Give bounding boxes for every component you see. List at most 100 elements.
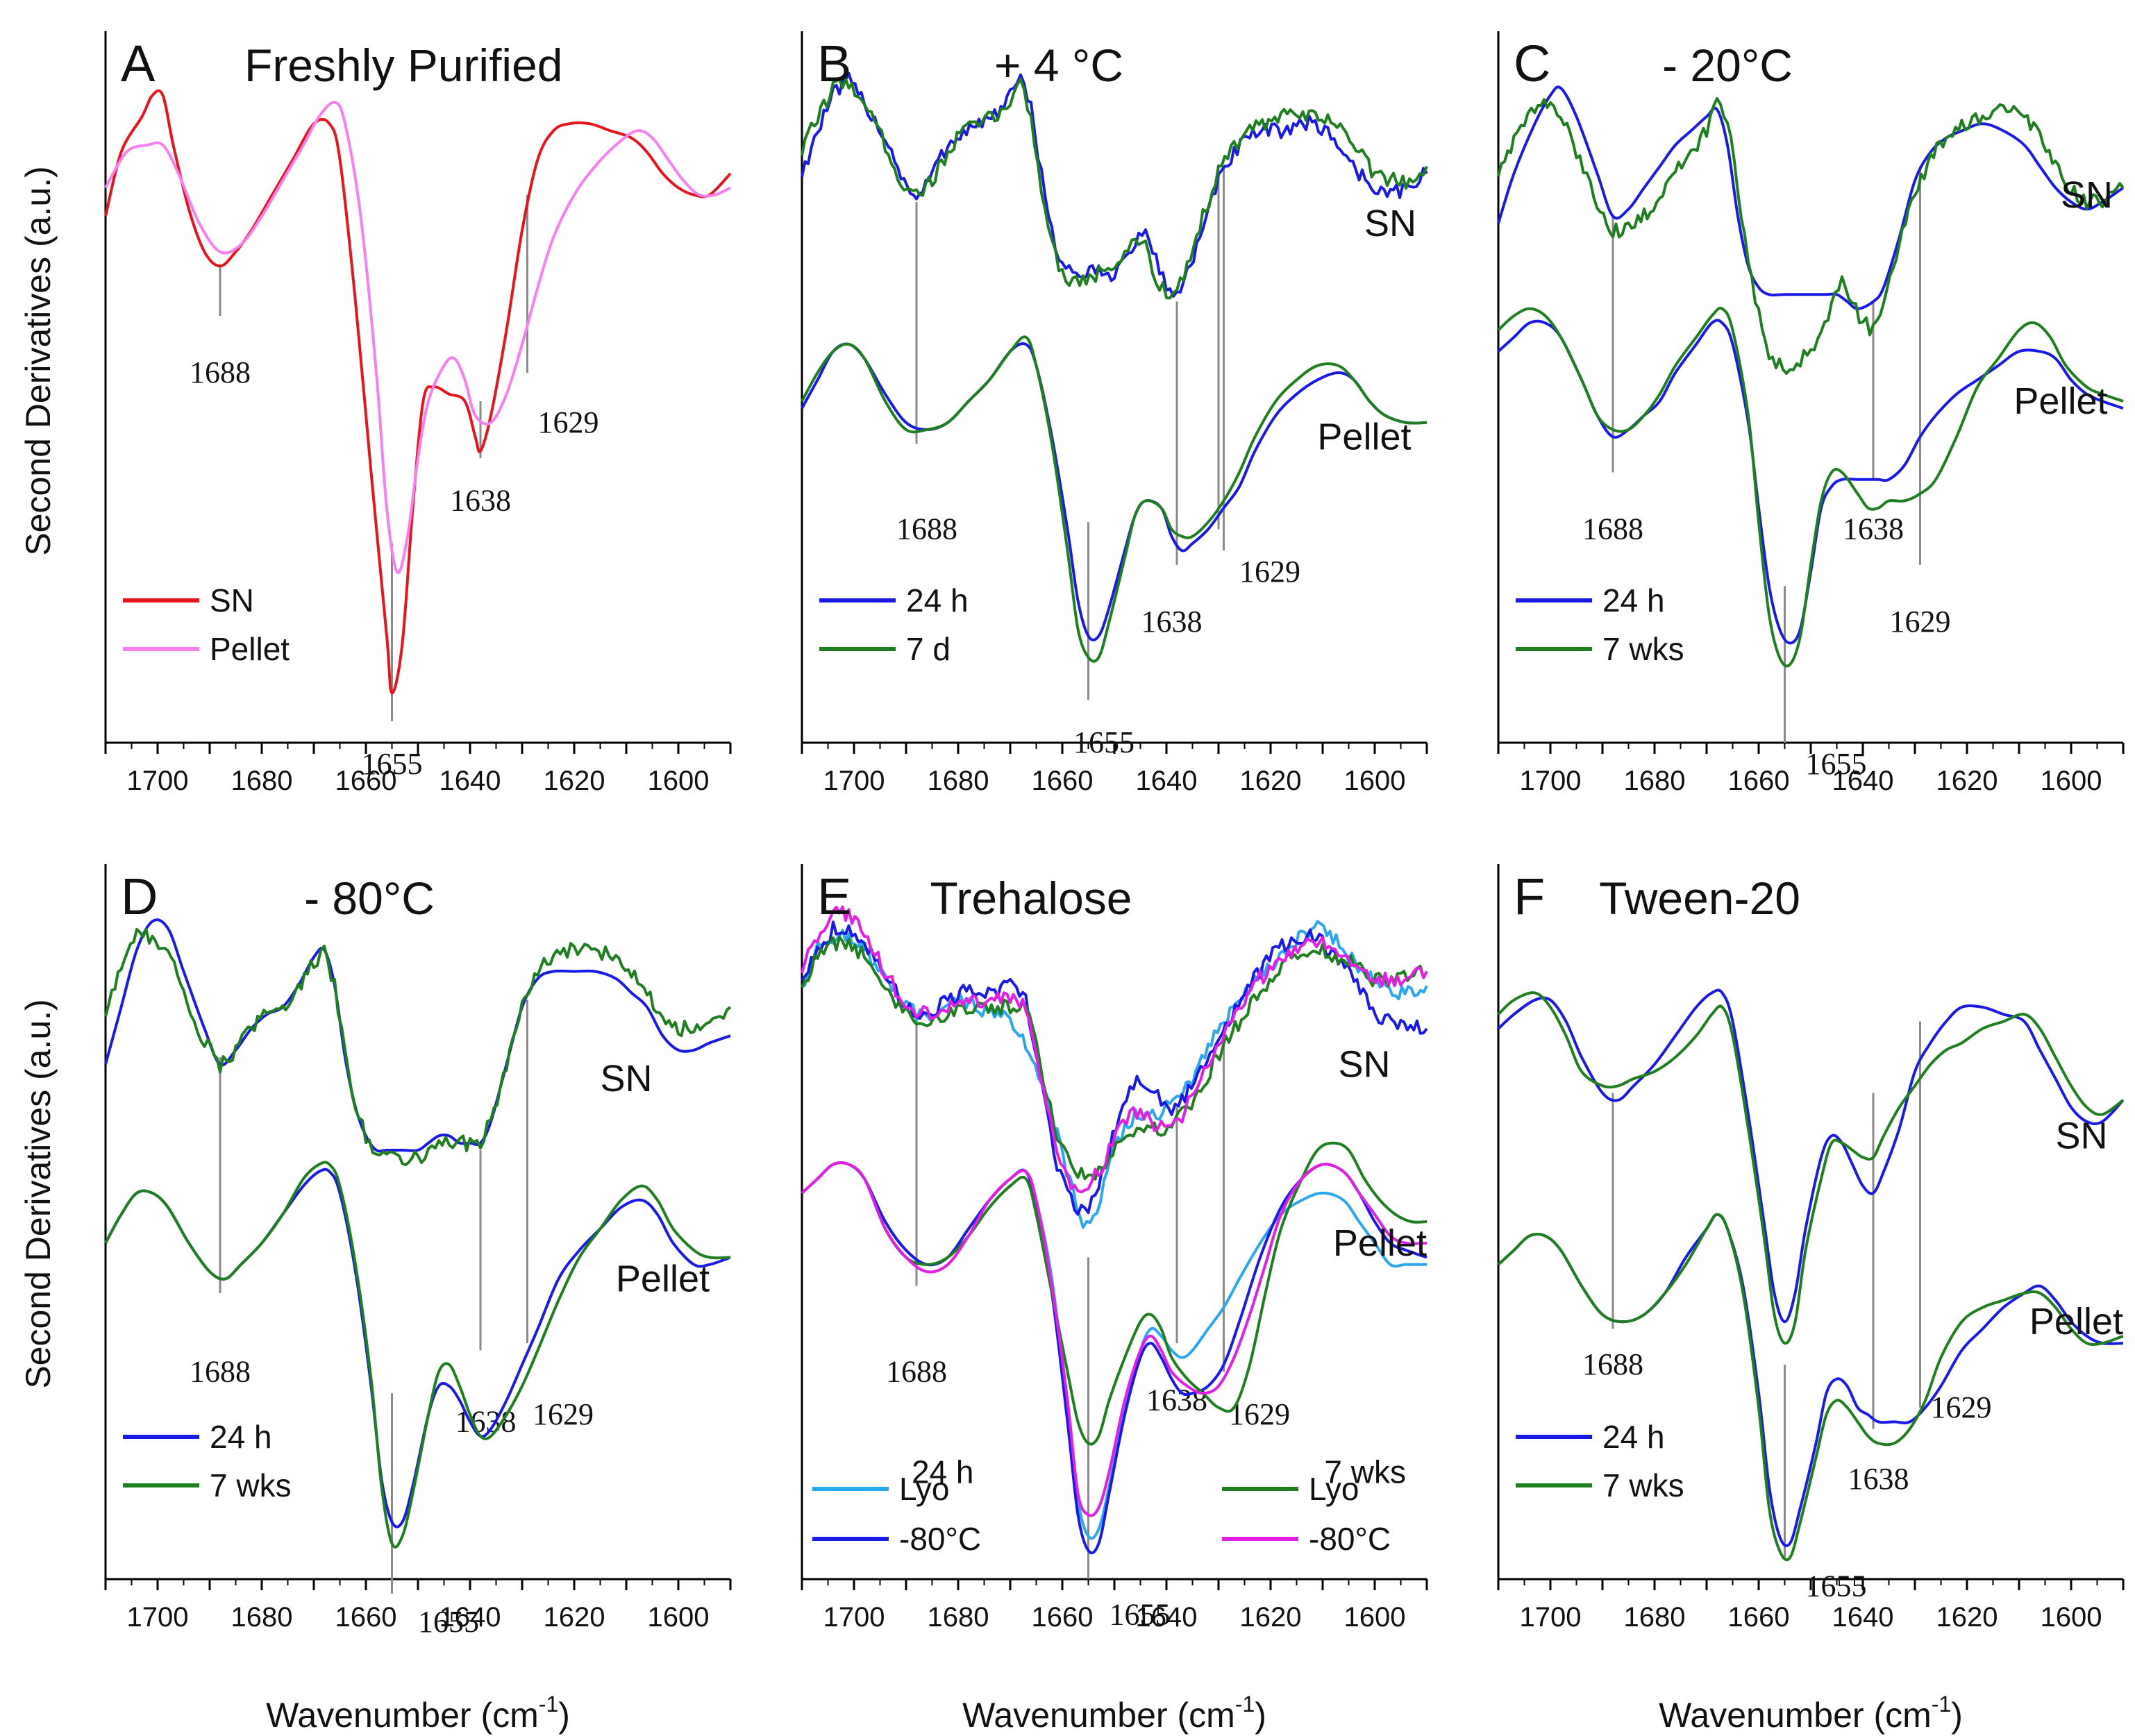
panel-title: - 20°C xyxy=(1662,40,1793,91)
x-tick-label: 1600 xyxy=(1344,766,1406,796)
panel-title: Freshly Purified xyxy=(244,40,563,91)
peak-label-1629: 1629 xyxy=(538,405,599,439)
panel-letter: F xyxy=(1514,868,1545,925)
x-axis-title-end: ) xyxy=(1951,1696,1963,1735)
group-label-pellet: Pellet xyxy=(1333,1222,1427,1264)
group-label-sn: SN xyxy=(600,1058,652,1099)
series-line xyxy=(801,71,1428,298)
group-label-pellet: Pellet xyxy=(2029,1301,2123,1342)
peak-label-1655: 1655 xyxy=(1806,747,1867,781)
peak-label-1629: 1629 xyxy=(1931,1390,1992,1424)
legend-label: -80°C xyxy=(1309,1521,1391,1557)
x-tick-label: 1700 xyxy=(127,766,189,796)
group-label-sn: SN xyxy=(2055,1115,2107,1156)
group-label-sn: SN xyxy=(1364,203,1416,244)
peak-label-1688: 1688 xyxy=(1582,1347,1643,1381)
x-tick-label: 1640 xyxy=(439,1602,501,1633)
x-tick-label: 1600 xyxy=(2041,1602,2102,1633)
x-axis-title-main: Wavenumber (cm xyxy=(266,1696,539,1735)
panel-title: Tween-20 xyxy=(1599,873,1800,924)
x-tick-label: 1620 xyxy=(544,766,605,796)
x-tick-label: 1640 xyxy=(1136,766,1198,796)
peak-label-1688: 1688 xyxy=(190,1354,251,1388)
series-line xyxy=(104,927,732,1167)
x-axis-title-superscript: -1 xyxy=(1932,1692,1951,1717)
peak-label-1655: 1655 xyxy=(1073,725,1135,759)
series-line xyxy=(1497,306,2124,668)
x-tick-label: 1700 xyxy=(1520,766,1582,796)
x-tick-label: 1660 xyxy=(1032,766,1094,796)
legend-label: Pellet xyxy=(210,631,290,667)
x-tick-label: 1700 xyxy=(127,1602,189,1633)
y-axis-title-bottom: Second Derivatives (a.u.) xyxy=(19,999,58,1388)
x-tick-label: 1620 xyxy=(1936,1602,1998,1633)
series-line xyxy=(104,89,732,695)
x-tick-label: 1620 xyxy=(544,1602,605,1633)
series-line xyxy=(1497,96,2125,375)
series-line xyxy=(1497,991,2125,1345)
legend-label: 24 h xyxy=(1602,582,1665,618)
x-tick-label: 1600 xyxy=(2041,766,2102,796)
legend-label: Lyo xyxy=(1309,1471,1359,1507)
x-axis-title-main: Wavenumber (cm xyxy=(962,1696,1235,1735)
peak-label-1655: 1655 xyxy=(1110,1598,1171,1632)
x-tick-label: 1680 xyxy=(231,1602,293,1633)
y-axis-title-top: Second Derivatives (a.u.) xyxy=(19,166,58,555)
x-tick-label: 1620 xyxy=(1240,1602,1302,1633)
group-label-pellet: Pellet xyxy=(2013,380,2107,422)
x-axis-title: Wavenumber (cm-1) xyxy=(962,1692,1266,1735)
x-tick-label: 1640 xyxy=(1832,766,1894,796)
x-tick-label: 1700 xyxy=(823,1602,885,1633)
peak-label-1638: 1638 xyxy=(1848,1462,1909,1496)
x-tick-label: 1680 xyxy=(1624,1602,1686,1633)
x-axis-title-end: ) xyxy=(558,1696,570,1735)
peak-label-1655: 1655 xyxy=(362,747,423,781)
series-line xyxy=(801,920,1428,1229)
x-tick-label: 1600 xyxy=(1344,1602,1406,1633)
x-tick-label: 1700 xyxy=(823,766,885,796)
panel-f: 1700 1680 1660 1640 1620 1600 1688 1655 1638 1629… xyxy=(1497,864,2125,1633)
x-axis-title-main: Wavenumber (cm xyxy=(1659,1696,1932,1735)
panel-title: - 80°C xyxy=(304,873,435,924)
x-tick-label: 1640 xyxy=(1136,1602,1198,1633)
group-label-sn: SN xyxy=(1338,1043,1390,1085)
series-line xyxy=(1497,319,2124,645)
peak-label-1688: 1688 xyxy=(896,512,957,546)
peak-label-1638: 1638 xyxy=(450,484,511,518)
panel-title: + 4 °C xyxy=(994,40,1123,91)
series-line xyxy=(801,335,1427,663)
peak-label-1629: 1629 xyxy=(1229,1397,1290,1431)
legend-label: SN xyxy=(210,582,254,618)
legend-group-heading: 24 h xyxy=(912,1454,974,1490)
peak-label-1638: 1638 xyxy=(1141,605,1203,639)
x-axis-title: Wavenumber (cm-1) xyxy=(266,1692,570,1735)
series-line xyxy=(801,905,1428,1194)
panel-b: 1700 1680 1660 1640 1620 1600 1688 1655 1638 1629… xyxy=(801,31,1428,796)
x-tick-label: 1660 xyxy=(1728,766,1790,796)
legend-label: 24 h xyxy=(210,1419,272,1455)
series-line xyxy=(801,77,1428,300)
legend-label: 7 d xyxy=(906,631,951,667)
panel-a: 1700 1680 1660 1640 1620 1600 1688 1655 1638 1629… xyxy=(104,31,732,796)
series-line xyxy=(801,920,1428,1216)
peak-label-1655: 1655 xyxy=(1806,1569,1867,1603)
panel-title: Trehalose xyxy=(930,873,1132,924)
series-line xyxy=(104,1161,731,1549)
x-tick-label: 1700 xyxy=(1520,1602,1582,1633)
series-line xyxy=(801,342,1427,642)
x-axis-title-end: ) xyxy=(1255,1696,1266,1735)
x-tick-label: 1600 xyxy=(648,766,710,796)
legend-label: Lyo xyxy=(899,1471,949,1507)
series-line xyxy=(801,1161,1427,1517)
x-axis-title-superscript: -1 xyxy=(1235,1692,1255,1717)
group-label-sn: SN xyxy=(2061,174,2113,216)
series-line xyxy=(1497,988,2125,1324)
peak-label-1629: 1629 xyxy=(1239,555,1300,589)
series-line xyxy=(1497,1213,2124,1562)
series-line xyxy=(801,1141,1427,1446)
x-tick-label: 1660 xyxy=(1728,1602,1790,1633)
x-tick-label: 1660 xyxy=(335,766,397,796)
panel-letter: A xyxy=(121,35,156,92)
